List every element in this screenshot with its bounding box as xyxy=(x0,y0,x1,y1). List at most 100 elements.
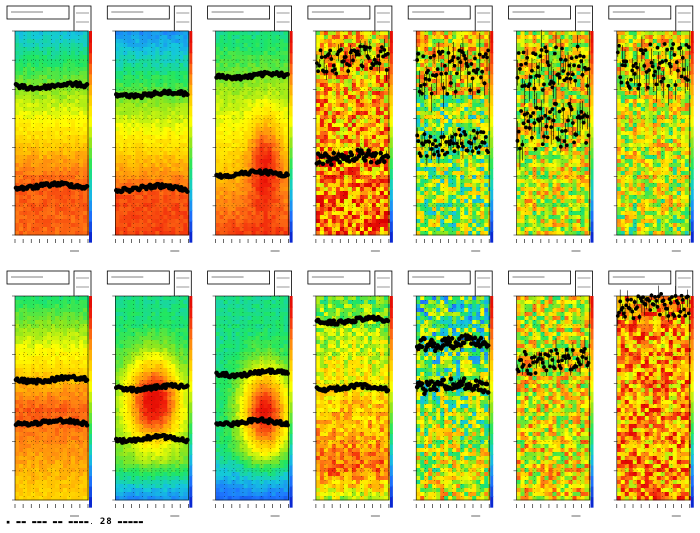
heatmap-cell xyxy=(147,151,152,156)
heatmap-cell xyxy=(159,43,164,48)
heatmap-cell xyxy=(55,43,60,48)
heatmap-cell xyxy=(115,103,120,108)
heatmap-cell xyxy=(59,135,64,140)
heatmap-cell xyxy=(83,43,88,48)
heatmap-cell xyxy=(167,179,172,184)
heatmap-cell xyxy=(236,63,241,68)
heatmap-cell xyxy=(167,67,172,72)
heatmap-cell xyxy=(15,107,20,112)
heatmap-cell xyxy=(63,195,68,200)
heatmap-cell xyxy=(167,227,172,232)
heatmap-cell xyxy=(63,219,68,224)
heatmap-cell xyxy=(27,195,32,200)
heatmap-cell xyxy=(179,123,184,128)
heatmap-cell xyxy=(23,107,28,112)
heatmap-cell xyxy=(19,151,24,156)
heatmap-cell xyxy=(15,155,20,160)
heatmap-cell xyxy=(159,71,164,76)
heatmap-cell xyxy=(163,131,168,136)
heatmap-cell xyxy=(147,163,152,168)
heatmap-cell xyxy=(27,211,32,216)
heatmap-cell xyxy=(155,71,160,76)
heatmap-cell xyxy=(35,43,40,48)
heatmap-cell xyxy=(19,171,24,176)
heatmap-cell xyxy=(59,75,64,80)
heatmap-cell xyxy=(71,143,76,148)
heatmap-cell xyxy=(67,51,72,56)
heatmap-cell xyxy=(123,123,128,128)
heatmap-cell xyxy=(119,199,124,204)
heatmap-cell xyxy=(83,107,88,112)
heatmap-cell xyxy=(23,223,28,228)
heatmap-cell xyxy=(220,55,225,60)
heatmap-cell xyxy=(39,203,44,208)
heatmap-cell xyxy=(171,155,176,160)
heatmap-cell xyxy=(35,155,40,160)
heatmap-cell xyxy=(159,211,164,216)
heatmap-cell xyxy=(119,195,124,200)
heatmap-cell xyxy=(47,139,52,144)
heatmap-cell xyxy=(47,219,52,224)
heatmap-cell xyxy=(23,175,28,180)
heatmap-cell xyxy=(119,123,124,128)
heatmap-cell xyxy=(143,179,148,184)
heatmap-cell xyxy=(27,155,32,160)
heatmap-cell xyxy=(79,199,84,204)
heatmap-cell xyxy=(15,167,20,172)
heatmap-cell xyxy=(67,67,72,72)
heatmap-cell xyxy=(224,67,229,72)
heatmap-cell xyxy=(135,179,140,184)
heatmap-cell xyxy=(27,51,32,56)
heatmap-cell xyxy=(284,31,289,36)
heatmap-cell xyxy=(119,135,124,140)
heatmap-cell xyxy=(216,83,221,88)
heatmap-cell xyxy=(71,99,76,104)
heatmap-cell xyxy=(119,155,124,160)
heatmap-cell xyxy=(143,43,148,48)
heatmap-cell xyxy=(123,199,128,204)
heatmap-cell xyxy=(143,63,148,68)
heatmap-cell xyxy=(179,75,184,80)
heatmap-cell xyxy=(35,79,40,84)
heatmap-cell xyxy=(280,91,285,96)
heatmap-cell xyxy=(244,51,249,56)
heatmap-cell xyxy=(167,223,172,228)
heatmap-cell xyxy=(63,167,68,172)
heatmap-cell xyxy=(23,31,28,36)
heatmap-cell xyxy=(23,135,28,140)
color-scale-segment xyxy=(189,126,192,138)
heatmap-cell xyxy=(119,103,124,108)
heatmap-cell xyxy=(79,155,84,160)
heatmap-cell xyxy=(67,35,72,40)
heatmap-cell xyxy=(71,175,76,180)
heatmap-cell xyxy=(159,39,164,44)
heatmap-cell xyxy=(159,107,164,112)
heatmap-cell xyxy=(79,179,84,184)
heatmap-cell xyxy=(139,175,144,180)
heatmap-cell xyxy=(71,115,76,120)
heatmap-cell xyxy=(63,159,68,164)
heatmap-cell xyxy=(47,107,52,112)
heatmap-cell xyxy=(39,175,44,180)
heatmap-cell xyxy=(119,179,124,184)
heatmap-cell xyxy=(39,63,44,68)
heatmap-cell xyxy=(280,83,285,88)
heatmap-cell xyxy=(39,39,44,44)
heatmap-cell xyxy=(23,51,28,56)
heatmap-cell xyxy=(179,119,184,124)
heatmap-cell xyxy=(19,59,24,64)
heatmap-cell xyxy=(67,223,72,228)
heatmap-cell xyxy=(143,227,148,232)
heatmap-cell xyxy=(35,111,40,116)
heatmap-cell xyxy=(47,131,52,136)
heatmap-cell xyxy=(47,47,52,52)
heatmap-cell xyxy=(163,99,168,104)
color-scale-segment xyxy=(189,157,192,169)
heatmap-cell xyxy=(83,127,88,132)
heatmap-cell xyxy=(228,39,233,44)
color-scale-segment xyxy=(189,63,192,75)
heatmap-cell xyxy=(147,71,152,76)
heatmap-cell xyxy=(183,211,188,216)
heatmap-cell xyxy=(127,123,132,128)
heatmap-cell xyxy=(147,127,152,132)
